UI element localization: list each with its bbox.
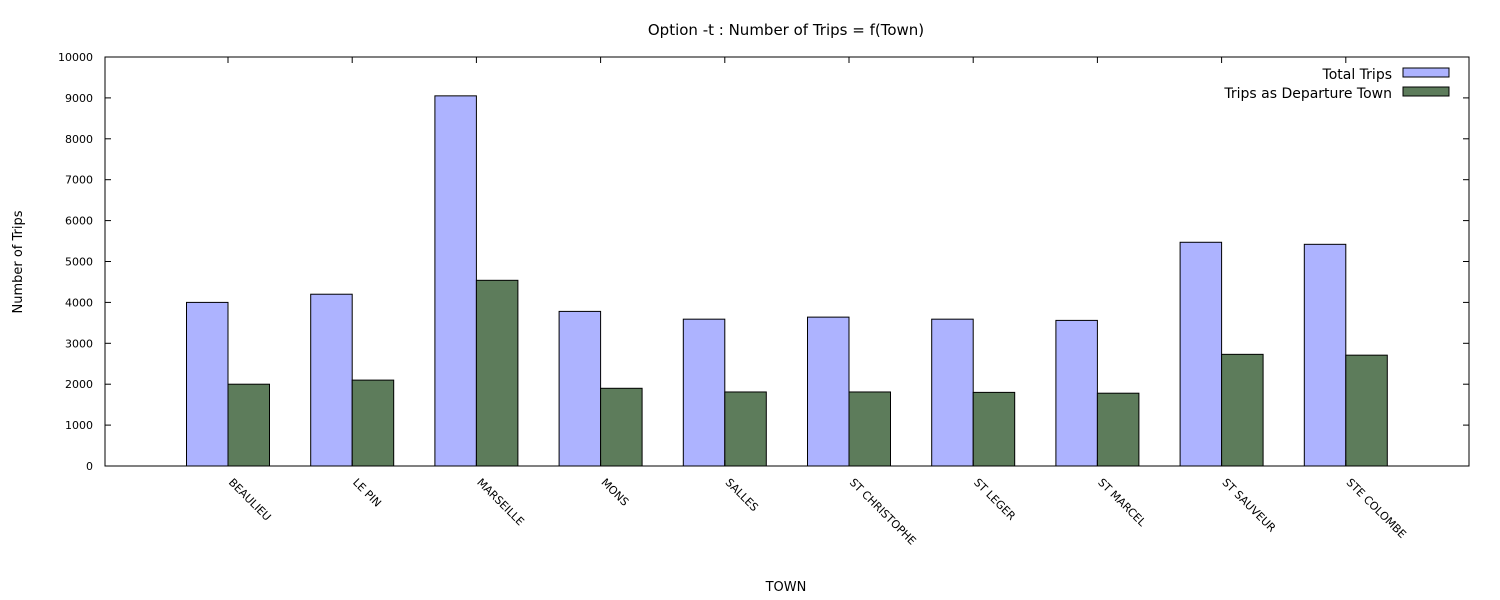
legend-label: Trips as Departure Town	[1223, 86, 1392, 102]
y-tick-label: 5000	[65, 256, 93, 269]
bar-total-trips	[682, 318, 726, 467]
bar-departure-trips	[1345, 354, 1388, 467]
bar-total-trips	[558, 310, 602, 467]
x-axis: BEAULIEU LE PIN MARSEILLE MONS SALLES ST CHRI…	[226, 57, 1409, 548]
bar-total-trips	[434, 95, 477, 467]
y-axis: 0 1000 2000 3000 4000 5000 6000 7000 8000 9000 100…	[58, 51, 1469, 473]
x-tick-label: BEAULIEU	[226, 476, 274, 524]
bar-departure-trips	[848, 391, 891, 467]
y-tick-label: 1000	[65, 419, 93, 432]
bar-departure-trips	[227, 383, 270, 467]
legend-swatch	[1402, 86, 1450, 97]
x-tick-label: ST SAUVEUR	[1219, 476, 1278, 535]
x-tick-label: MARSEILLE	[474, 476, 526, 528]
x-axis-label: TOWN	[765, 580, 807, 595]
x-tick-label: SALLES	[723, 476, 761, 514]
bar-total-trips	[1303, 243, 1347, 467]
y-axis-label: Number of Trips	[11, 210, 26, 313]
y-tick-label: 9000	[65, 92, 93, 105]
legend-label: Total Trips	[1322, 67, 1392, 83]
bar-total-trips	[186, 301, 229, 467]
bar-departure-trips	[475, 279, 519, 467]
y-tick-label: 2000	[65, 378, 93, 391]
legend-swatch	[1402, 67, 1450, 78]
y-tick-label: 7000	[65, 174, 93, 187]
y-tick-label: 10000	[58, 51, 93, 64]
bar-total-trips	[1179, 241, 1223, 467]
bar-total-trips	[1055, 319, 1098, 467]
y-tick-label: 8000	[65, 133, 93, 146]
bars	[186, 95, 1388, 467]
bar-departure-trips	[600, 387, 643, 467]
bar-departure-trips	[351, 379, 395, 467]
y-tick-label: 6000	[65, 215, 93, 228]
x-tick-label: ST LEGER	[971, 476, 1018, 523]
bar-departure-trips	[724, 391, 767, 467]
plot-frame	[104, 56, 1470, 467]
x-tick-label: STE COLOMBE	[1344, 476, 1409, 541]
bar-departure-trips	[972, 391, 1016, 467]
y-tick-label: 4000	[65, 296, 93, 309]
y-tick-label: 0	[86, 460, 93, 473]
x-tick-label: MONS	[598, 476, 631, 509]
bar-total-trips	[931, 318, 974, 467]
bar-departure-trips	[1096, 392, 1140, 467]
x-tick-label: ST CHRISTOPHE	[847, 476, 919, 548]
x-tick-label: ST MARCEL	[1095, 476, 1149, 530]
x-tick-label: LE PIN	[350, 476, 384, 510]
chart-title: Option -t : Number of Trips = f(Town)	[648, 21, 924, 39]
legend: Total Trips Trips as Departure Town	[1223, 67, 1450, 102]
bar-total-trips	[807, 316, 850, 467]
bar-total-trips	[310, 293, 353, 467]
y-tick-label: 3000	[65, 337, 93, 350]
bar-departure-trips	[1221, 353, 1264, 467]
